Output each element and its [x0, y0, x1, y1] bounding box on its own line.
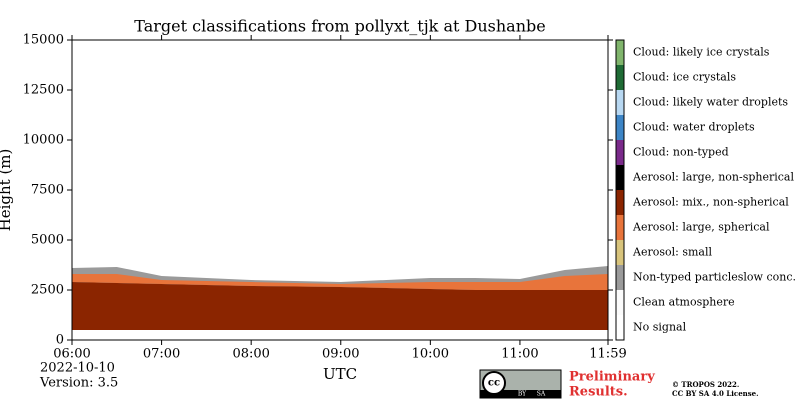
colorbar-label: Aerosol: mix., non-spherical	[632, 196, 789, 209]
y-tick-label: 10000	[23, 133, 64, 148]
x-tick-label: 07:00	[143, 347, 180, 362]
badge-sa: SA	[537, 391, 546, 398]
colorbar-label: Cloud: likely ice crystals	[633, 46, 770, 59]
colorbar-cell	[616, 65, 624, 90]
date: 2022-10-10	[40, 361, 115, 376]
badge-strip	[480, 390, 561, 398]
colorbar-label: Aerosol: large, non-spherical	[632, 171, 794, 184]
y-tick-label: 15000	[23, 33, 64, 48]
colorbar-cell	[616, 140, 624, 165]
x-axis-label: UTC	[323, 365, 357, 383]
colorbar-cell	[616, 115, 624, 140]
colorbar-label: Cloud: ice crystals	[633, 71, 736, 84]
x-tick-label: 09:00	[322, 347, 359, 362]
copyright: © TROPOS 2022.	[672, 380, 739, 389]
colorbar-cell	[616, 290, 624, 315]
colorbar-label: Aerosol: small	[632, 246, 712, 259]
preliminary: Preliminary	[569, 370, 655, 385]
badge-circle	[482, 371, 506, 395]
colorbar-cell	[616, 215, 624, 240]
x-tick-label: 11:59	[589, 347, 626, 362]
colorbar-cell	[616, 240, 624, 265]
colorbar-label: Non-typed particleslow conc.	[633, 271, 796, 284]
colorbar-label: Cloud: likely water droplets	[633, 96, 788, 109]
badge-by: BY	[518, 391, 527, 398]
version: Version: 3.5	[39, 376, 118, 391]
colorbar-frame	[615, 39, 625, 341]
x-tick-label: 06:00	[53, 347, 90, 362]
colorbar-cell	[616, 265, 624, 290]
colorbar-label: Aerosol: large, spherical	[632, 221, 770, 234]
colorbar-cell	[616, 90, 624, 115]
x-tick-label: 08:00	[232, 347, 269, 362]
y-tick-label: 2500	[31, 283, 64, 298]
colorbar-cell	[616, 190, 624, 215]
y-tick-label: 0	[56, 333, 64, 348]
colorbar-label: Cloud: water droplets	[633, 121, 755, 134]
colorbar-cell	[616, 315, 624, 340]
license-badge: cc BY SA	[479, 369, 562, 399]
colorbar-label: No signal	[633, 321, 687, 334]
colorbar-cell	[616, 165, 624, 190]
y-tick-label: 5000	[31, 233, 64, 248]
x-tick-label: 10:00	[412, 347, 449, 362]
x-tick-label: 11:00	[501, 347, 538, 362]
preliminary: Results.	[569, 385, 628, 400]
colorbar-label: Clean atmosphere	[633, 296, 735, 309]
y-axis-label: Height (m)	[0, 149, 14, 232]
badge-cc: cc	[488, 378, 500, 389]
colorbar-label: Cloud: non-typed	[633, 146, 729, 159]
copyright: CC BY SA 4.0 License.	[672, 389, 759, 398]
class-area	[72, 274, 608, 290]
y-tick-label: 12500	[23, 83, 64, 98]
y-tick-label: 7500	[31, 183, 64, 198]
class-area	[72, 282, 608, 330]
chart-title: Target classifications from pollyxt_tjk …	[134, 17, 545, 36]
colorbar-cell	[616, 40, 624, 65]
